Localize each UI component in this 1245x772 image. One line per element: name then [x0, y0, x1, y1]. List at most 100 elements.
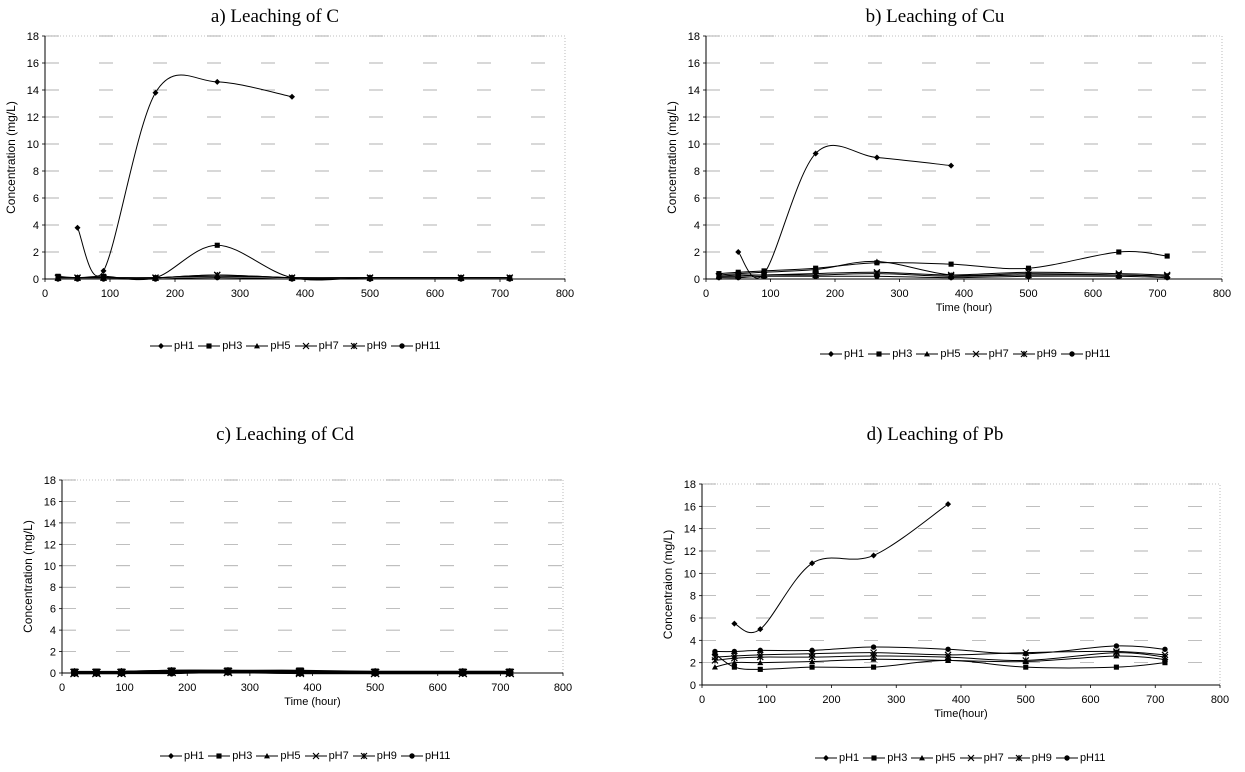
x-tick-label: 200	[826, 288, 844, 300]
data-point	[761, 273, 767, 279]
legend-swatch	[198, 343, 221, 349]
x-tick-label: 500	[361, 288, 379, 300]
chart-legend: pH1 pH3 pH5 pH7 pH9 pH11	[815, 752, 1109, 764]
data-point	[809, 560, 816, 567]
x-tick-label: 800	[556, 288, 574, 300]
y-tick-label: 18	[684, 479, 696, 491]
x-tick-label: 600	[429, 682, 447, 694]
data-point	[945, 657, 952, 663]
data-point	[214, 242, 220, 248]
data-point	[55, 276, 61, 282]
y-tick-label: 4	[694, 220, 700, 232]
y-tick-label: 2	[33, 247, 39, 259]
legend-marker	[1015, 754, 1023, 762]
legend-entry: pH5	[916, 348, 961, 360]
series-ph1	[735, 144, 955, 279]
data-point	[711, 664, 718, 670]
y-tick-label: 4	[50, 625, 56, 637]
legend-swatch	[208, 753, 231, 759]
data-point	[1116, 273, 1122, 279]
y-tick-label: 16	[688, 58, 700, 70]
y-tick-label: 12	[27, 112, 39, 124]
series-line	[77, 74, 293, 277]
y-tick-label: 0	[694, 274, 700, 286]
legend-label: pH1	[184, 750, 205, 762]
x-tick-label: 100	[758, 694, 776, 706]
y-axis-label: Concentration (mg/L)	[21, 520, 35, 633]
y-axis-label: Concentration (mg/L)	[4, 101, 18, 214]
chart-title: d) Leaching of Pb	[866, 424, 1004, 445]
data-point	[870, 644, 877, 650]
data-point	[1023, 664, 1029, 670]
data-point	[1022, 657, 1030, 664]
x-tick-label: 600	[1084, 288, 1102, 300]
y-tick-label: 4	[690, 635, 696, 647]
data-point	[944, 653, 952, 661]
chart-legend: pH1 pH3 pH5 pH7 pH9 pH11	[150, 340, 444, 352]
series-line	[57, 244, 510, 281]
legend-marker	[206, 343, 212, 349]
x-tick-label: 200	[166, 288, 184, 300]
chart-legend: pH1 pH3 pH5 pH7 pH9 pH11	[160, 750, 454, 762]
y-axis-label: Concentration (mg/L)	[665, 101, 679, 214]
data-point	[731, 620, 738, 627]
series-line	[714, 653, 1166, 670]
legend-swatch	[390, 343, 413, 349]
data-point	[735, 249, 742, 255]
legend-entry: pH7	[964, 348, 1009, 360]
data-point	[756, 653, 764, 661]
legend-swatch	[1007, 754, 1030, 762]
y-tick-label: 0	[690, 680, 696, 692]
legend-label: pH9	[376, 750, 397, 762]
data-point	[459, 669, 467, 677]
legend-entry: pH1	[815, 752, 859, 764]
chart-title: a) Leaching of C	[210, 6, 340, 27]
data-point	[70, 669, 79, 677]
legend-label: pH5	[280, 750, 301, 762]
series-line	[737, 144, 952, 279]
series-line	[58, 274, 510, 279]
legend-marker	[871, 755, 877, 761]
x-axis-label: Time (hour)	[284, 696, 340, 708]
data-point	[1162, 660, 1168, 666]
data-point	[1162, 646, 1168, 652]
legend-marker	[967, 754, 974, 762]
data-point	[117, 669, 126, 677]
data-point	[870, 552, 877, 559]
legend-entry: pH5	[911, 752, 956, 764]
legend-label: pH9	[1031, 752, 1052, 764]
series-line	[74, 670, 510, 675]
legend-swatch	[400, 753, 423, 759]
x-tick-label: 0	[59, 682, 65, 694]
series-ph11	[712, 643, 1168, 657]
data-point	[92, 669, 101, 677]
x-tick-label: 100	[761, 288, 779, 300]
data-point	[1113, 664, 1119, 670]
legend-entry: pH3	[868, 348, 912, 360]
legend-label: pH3	[892, 348, 913, 360]
data-point	[100, 267, 107, 274]
data-point	[812, 273, 819, 279]
legend-swatch	[160, 753, 182, 759]
y-tick-label: 18	[27, 31, 39, 43]
y-tick-label: 2	[690, 658, 696, 670]
legend-marker	[360, 752, 368, 760]
legend-swatch	[863, 755, 886, 761]
data-point	[1112, 649, 1120, 657]
legend-label: pH3	[232, 750, 253, 762]
series-line	[718, 275, 1168, 279]
data-point	[948, 162, 955, 169]
legend-swatch	[820, 351, 842, 357]
data-point	[874, 273, 880, 279]
y-tick-label: 6	[33, 193, 39, 205]
data-point	[152, 276, 159, 282]
legend-swatch	[246, 343, 269, 349]
y-tick-label: 2	[694, 247, 700, 259]
legend-marker	[264, 753, 271, 759]
data-point	[367, 276, 373, 282]
y-tick-label: 14	[44, 518, 56, 530]
data-point	[808, 653, 816, 661]
legend-label: pH3	[887, 752, 908, 764]
x-tick-label: 600	[426, 288, 444, 300]
y-tick-label: 6	[694, 193, 700, 205]
